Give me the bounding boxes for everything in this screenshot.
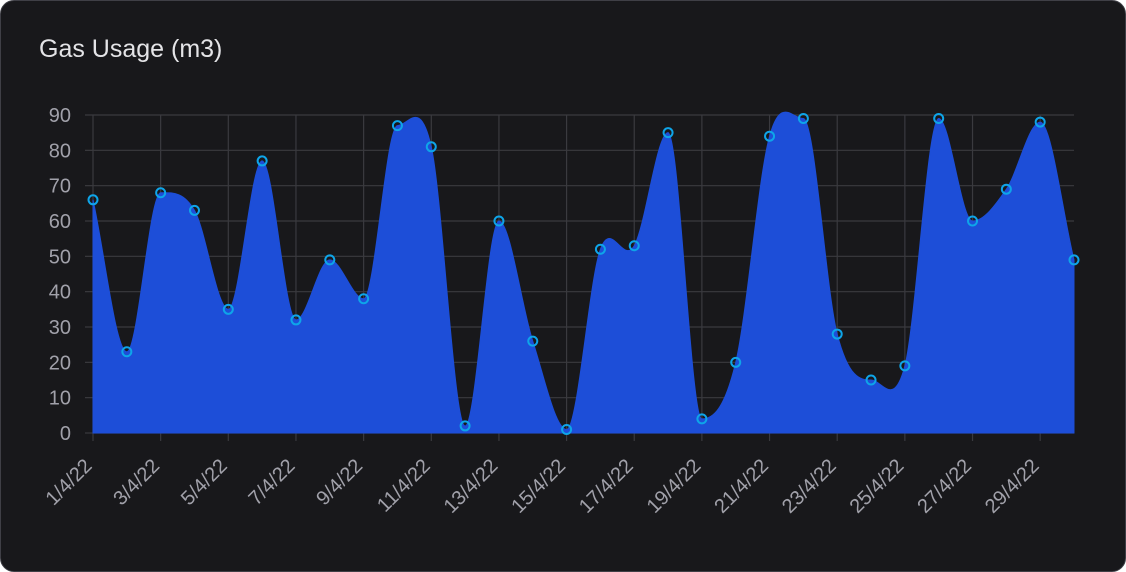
data-point[interactable] (87, 194, 99, 206)
data-point[interactable] (696, 413, 708, 425)
y-tick-label: 50 (49, 246, 71, 268)
x-tick-label: 29/4/22 (981, 455, 1044, 518)
y-tick-label: 80 (49, 140, 71, 162)
data-point[interactable] (865, 374, 877, 386)
area-series (92, 111, 1075, 434)
x-tick-label: 9/4/22 (312, 455, 367, 510)
x-tick-label: 25/4/22 (846, 455, 909, 518)
data-point[interactable] (324, 254, 336, 266)
data-point[interactable] (1000, 183, 1012, 195)
data-points (87, 113, 1080, 435)
data-point[interactable] (425, 141, 437, 153)
y-tick-label: 40 (49, 282, 71, 304)
data-point[interactable] (797, 113, 809, 125)
data-point[interactable] (121, 346, 133, 358)
y-tick-label: 10 (49, 388, 71, 410)
chart-title: Gas Usage (m3) (39, 35, 223, 63)
x-tick-label: 15/4/22 (507, 455, 570, 518)
data-point[interactable] (391, 120, 403, 132)
x-tick-label: 23/4/22 (778, 455, 841, 518)
x-tick-label: 13/4/22 (440, 455, 503, 518)
y-tick-label: 0 (60, 423, 71, 445)
x-tick-label: 27/4/22 (913, 455, 976, 518)
y-tick-label: 60 (49, 211, 71, 233)
data-point[interactable] (188, 204, 200, 216)
data-point[interactable] (1068, 254, 1080, 266)
data-point[interactable] (764, 130, 776, 142)
y-tick-label: 20 (49, 352, 71, 374)
x-tick-label: 17/4/22 (575, 455, 638, 518)
data-point[interactable] (256, 155, 268, 167)
x-tick-label: 3/4/22 (109, 455, 164, 510)
data-point[interactable] (459, 420, 471, 432)
y-tick-label: 70 (49, 176, 71, 198)
data-point[interactable] (831, 328, 843, 340)
y-axis-ticks: 0 10 20 30 40 50 60 70 80 90 (49, 105, 93, 445)
x-tick-label: 19/4/22 (643, 455, 706, 518)
data-point[interactable] (290, 314, 302, 326)
data-point[interactable] (155, 187, 167, 199)
data-point[interactable] (594, 243, 606, 255)
data-point[interactable] (527, 335, 539, 347)
data-point[interactable] (222, 303, 234, 315)
data-point[interactable] (899, 360, 911, 372)
data-point[interactable] (628, 240, 640, 252)
x-tick-label: 1/4/22 (42, 455, 97, 510)
data-point[interactable] (561, 423, 573, 435)
data-point[interactable] (493, 215, 505, 227)
x-tick-label: 7/4/22 (245, 455, 300, 510)
data-point[interactable] (1034, 116, 1046, 128)
data-point[interactable] (933, 113, 945, 125)
x-axis-ticks: 1/4/22 3/4/22 5/4/22 7/4/22 9/4/22 11/4/22 13/… (42, 455, 1044, 518)
y-tick-label: 30 (49, 317, 71, 339)
data-point[interactable] (730, 356, 742, 368)
data-point[interactable] (967, 215, 979, 227)
data-point[interactable] (662, 127, 674, 139)
x-tick-label: 21/4/22 (710, 455, 773, 518)
y-tick-label: 90 (49, 105, 71, 127)
x-tick-label: 5/4/22 (177, 455, 232, 510)
x-tick-label: 11/4/22 (373, 455, 435, 517)
area-fill (92, 111, 1075, 434)
data-point[interactable] (358, 293, 370, 305)
